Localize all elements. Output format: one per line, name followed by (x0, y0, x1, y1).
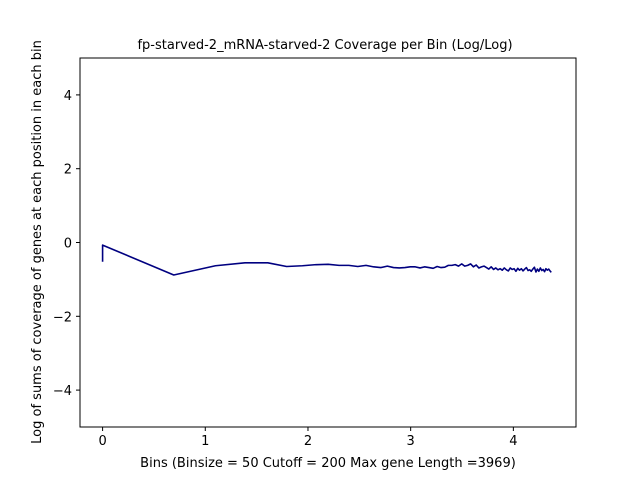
x-tick-label: 2 (304, 434, 312, 449)
x-tick-label: 1 (201, 434, 209, 449)
y-tick-label: 0 (64, 237, 72, 252)
y-tick-label: −2 (53, 310, 72, 325)
y-axis-ticks: −4 −2 0 2 4 (53, 89, 80, 399)
y-tick-label: 4 (64, 89, 72, 104)
x-axis-label: Bins (Binsize = 50 Cutoff = 200 Max gene… (140, 456, 516, 471)
x-axis-ticks: 0 1 2 3 4 (98, 427, 517, 449)
y-axis-label: Log of sums of coverage of genes at each… (30, 40, 45, 444)
x-tick-label: 0 (98, 434, 106, 449)
y-tick-label: 2 (64, 163, 72, 178)
x-tick-label: 3 (407, 434, 415, 449)
y-tick-label: −4 (53, 384, 72, 399)
chart-title: fp-starved-2_mRNA-starved-2 Coverage per… (137, 38, 512, 53)
series-line (101, 244, 552, 276)
x-tick-label: 4 (509, 434, 517, 449)
